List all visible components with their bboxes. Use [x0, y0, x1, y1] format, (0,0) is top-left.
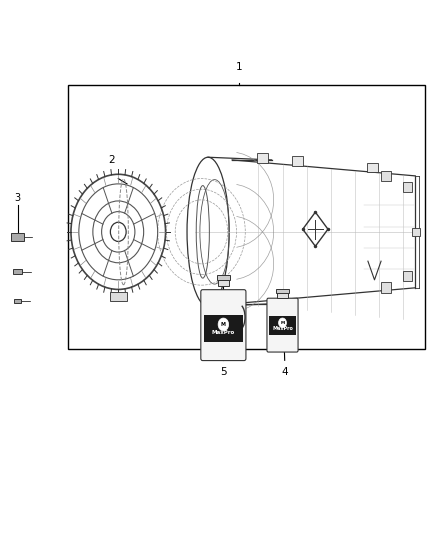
Bar	[412, 228, 420, 236]
Text: MaxPro: MaxPro	[272, 326, 293, 330]
Text: 4: 4	[281, 367, 288, 377]
Text: 5: 5	[220, 367, 227, 377]
Bar	[13, 269, 22, 274]
Bar	[403, 271, 412, 281]
Bar	[381, 171, 391, 181]
Bar	[293, 156, 304, 166]
FancyBboxPatch shape	[201, 290, 246, 360]
Bar	[68, 85, 425, 349]
Text: 1: 1	[235, 62, 242, 71]
Circle shape	[279, 318, 286, 328]
Bar	[11, 233, 24, 241]
Bar	[218, 280, 229, 287]
Bar	[204, 315, 243, 342]
Text: 2: 2	[108, 155, 115, 165]
Text: MaxPro: MaxPro	[212, 330, 235, 335]
Bar	[217, 275, 230, 280]
Bar	[257, 153, 268, 163]
Text: M: M	[280, 321, 285, 325]
Bar	[367, 163, 378, 172]
Bar	[381, 282, 391, 293]
Bar	[403, 182, 412, 192]
Bar	[110, 292, 127, 301]
Bar	[277, 293, 288, 298]
Bar	[276, 289, 289, 293]
Bar	[14, 299, 21, 303]
Circle shape	[218, 318, 229, 331]
Text: 3: 3	[14, 192, 21, 203]
Text: M: M	[221, 322, 226, 327]
Bar	[269, 316, 296, 335]
FancyBboxPatch shape	[267, 298, 298, 352]
